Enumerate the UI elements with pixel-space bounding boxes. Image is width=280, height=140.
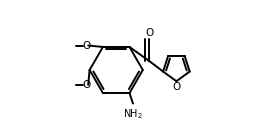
Text: O: O	[172, 82, 181, 92]
Text: NH$_2$: NH$_2$	[123, 107, 143, 121]
Text: O: O	[145, 28, 153, 38]
Text: O: O	[82, 80, 90, 90]
Text: O: O	[82, 40, 90, 51]
